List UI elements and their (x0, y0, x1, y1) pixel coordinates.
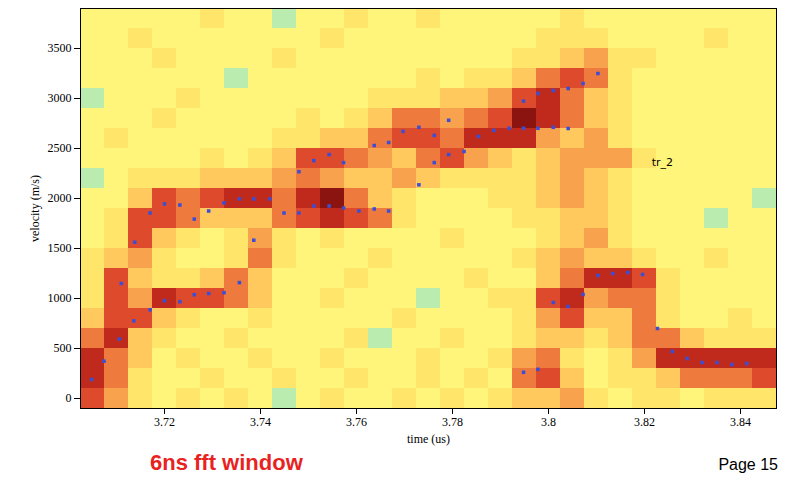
svg-text:3.82: 3.82 (634, 415, 655, 429)
svg-text:3.74: 3.74 (250, 415, 271, 429)
svg-text:3.8: 3.8 (541, 415, 556, 429)
svg-text:2500: 2500 (48, 141, 72, 155)
svg-text:3.76: 3.76 (346, 415, 367, 429)
html-text:Page 15: Page 15 (718, 456, 778, 473)
svg-text:3.72: 3.72 (154, 415, 175, 429)
svg-text:time (us): time (us) (407, 432, 450, 446)
svg-text:3.78: 3.78 (442, 415, 463, 429)
svg-text:tr_2: tr_2 (652, 156, 673, 169)
html-text:6ns fft window: 6ns fft window (150, 450, 303, 475)
svg-text:3000: 3000 (48, 91, 72, 105)
svg-text:500: 500 (54, 341, 72, 355)
svg-text:1500: 1500 (48, 241, 72, 255)
svg-text:2000: 2000 (48, 191, 72, 205)
svg-text:3500: 3500 (48, 41, 72, 55)
svg-text:1000: 1000 (48, 291, 72, 305)
svg-text:3.84: 3.84 (730, 415, 751, 429)
svg-text:0: 0 (66, 391, 72, 405)
svg-text:velocity (m/s): velocity (m/s) (28, 175, 42, 242)
